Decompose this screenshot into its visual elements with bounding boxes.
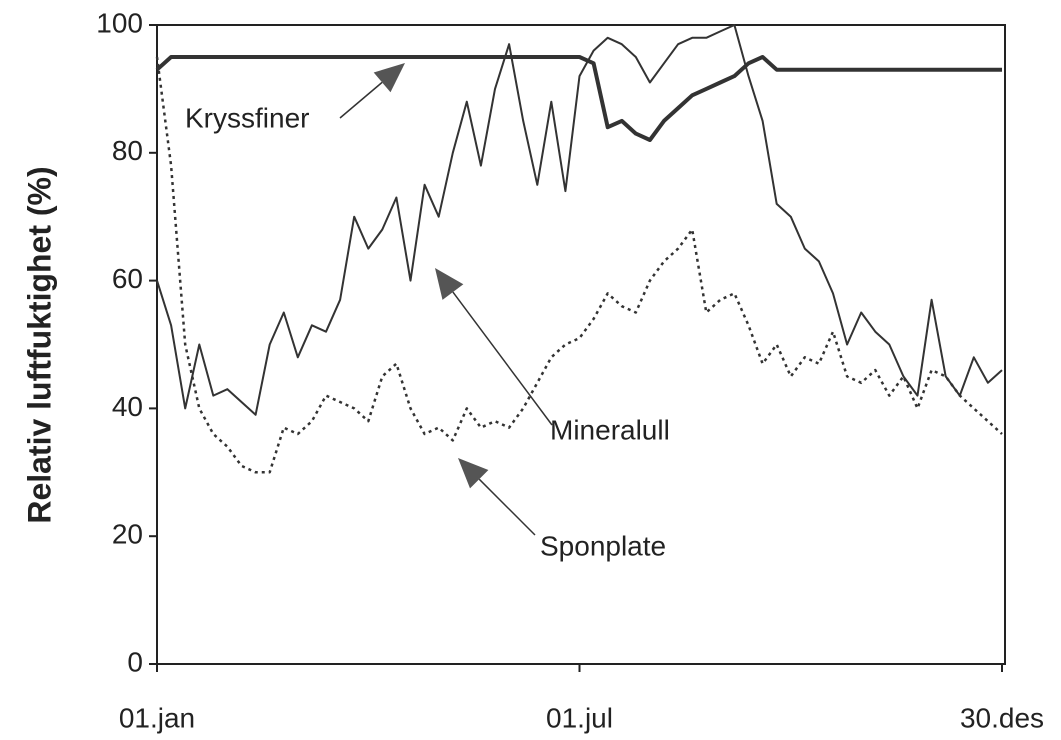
y-tick-label: 100 — [96, 7, 143, 38]
x-tick-label: 01.jan — [119, 702, 195, 733]
y-tick-label: 0 — [127, 646, 143, 677]
x-tick-label: 01.jul — [546, 702, 613, 733]
y-tick-label: 60 — [112, 263, 143, 294]
y-tick-label: 40 — [112, 391, 143, 422]
plot-frame — [156, 24, 1006, 665]
y-tick-label: 80 — [112, 135, 143, 166]
x-tick-label: 30.des — [960, 702, 1044, 733]
series-label: Sponplate — [540, 530, 666, 561]
series-line — [155, 55, 1002, 142]
annotation-arrow-line — [452, 291, 553, 426]
series-line — [155, 56, 1003, 474]
annotation-arrow-line — [339, 81, 383, 119]
annotation-arrow-line — [478, 478, 536, 536]
annotation-arrow-head — [458, 458, 489, 489]
y-tick-label: 20 — [112, 519, 143, 550]
series-label: Mineralull — [550, 414, 670, 445]
y-axis-title: Relativ luftfuktighet (%) — [21, 166, 57, 523]
annotation-arrow-head — [435, 268, 464, 300]
series-line — [156, 24, 1003, 416]
series-label: Kryssfiner — [185, 102, 309, 133]
annotation-arrow-head — [373, 63, 405, 93]
